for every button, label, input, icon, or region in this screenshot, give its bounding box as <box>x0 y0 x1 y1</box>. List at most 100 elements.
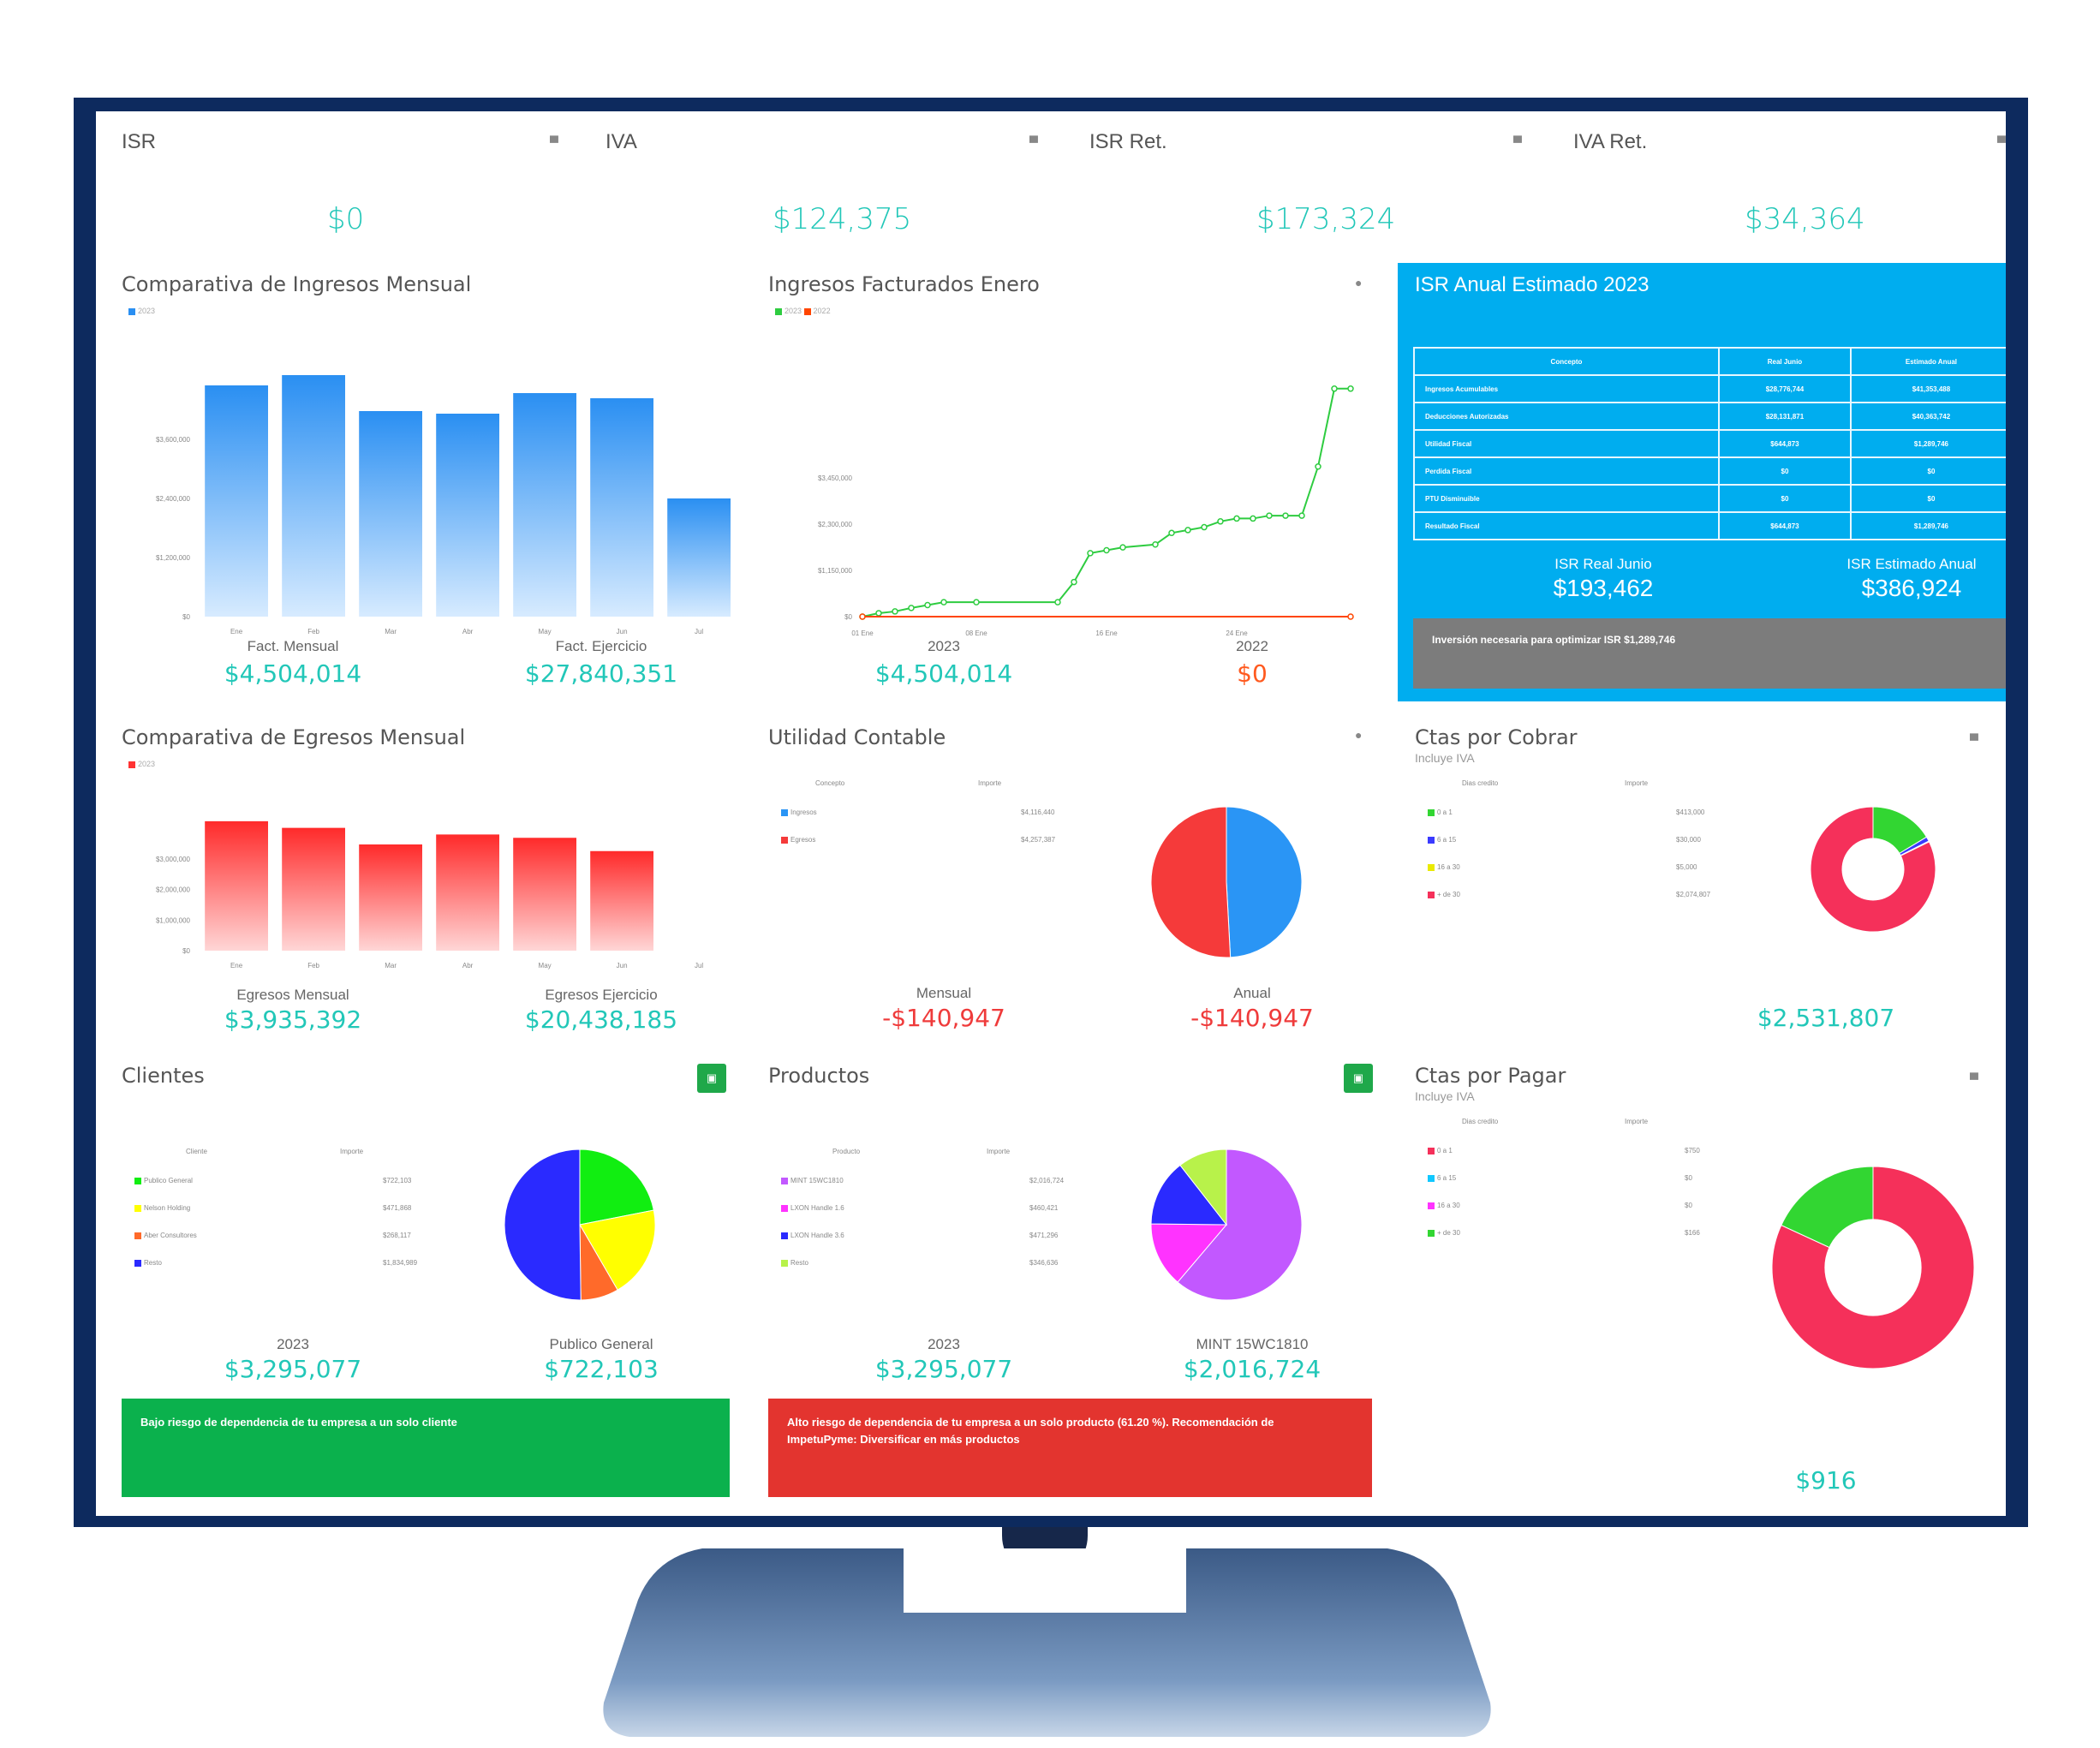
data-point <box>1315 463 1321 470</box>
data-point <box>1266 512 1273 519</box>
chart-icon[interactable]: ▀ <box>1997 135 2006 149</box>
table-row: Egresos <box>781 836 815 844</box>
table-row: 6 a 15 <box>1428 1174 1456 1182</box>
facturados-2022-value: $0 <box>1237 659 1268 688</box>
utilidad-anual-label: Anual <box>1233 985 1271 1001</box>
isr-anual-title: ISR Anual Estimado 2023 <box>1415 273 1650 296</box>
donut-hole <box>1841 838 1905 901</box>
menu-icon[interactable]: ● <box>1355 276 1363 289</box>
col-header: Importe <box>1625 779 1649 787</box>
productos-risk-alert: Alto riesgo de dependencia de tu empresa… <box>768 1399 1372 1497</box>
menu-icon[interactable]: ● <box>1355 728 1363 742</box>
row-value: $750 <box>1685 1147 1700 1154</box>
y-tick-label: $3,600,000 <box>156 436 191 444</box>
x-tick-label: 24 Ene <box>1226 629 1248 637</box>
chart-icon[interactable]: ▀ <box>1513 135 1522 149</box>
isr-col-header: Estimado Anual <box>1849 347 2006 376</box>
dashboard-screen: ISR ▀ $0 IVA ▀ $124,375 ISR Ret. ▀ $173,… <box>96 111 2006 1516</box>
row-value: $0 <box>1685 1174 1692 1182</box>
chart-icon[interactable]: ▀ <box>1970 733 1978 747</box>
utilidad-mensual-value: -$140,947 <box>882 1004 1005 1032</box>
row-label: Egresos <box>790 836 816 844</box>
x-tick-label: 16 Ene <box>1095 629 1118 637</box>
productos-title: Productos <box>768 1064 870 1088</box>
col-header: Importe <box>1625 1118 1649 1125</box>
table-row: Nelson Holding <box>134 1204 190 1212</box>
kpi-isr-value: $0 <box>327 202 365 236</box>
row-value: $471,868 <box>383 1204 412 1212</box>
facturados-legend[interactable]: 2023 2022 <box>775 307 831 315</box>
row-label: 6 a 15 <box>1437 836 1457 844</box>
isr-col-header: Concepto <box>1413 347 1720 376</box>
table-cell: Perdida Fiscal <box>1413 456 1720 486</box>
data-point <box>1119 544 1126 551</box>
table-cell: $28,131,871 <box>1718 402 1852 431</box>
data-point <box>973 599 980 606</box>
fact-mensual-value: $4,504,014 <box>224 659 362 688</box>
ctas-cobrar-title: Ctas por Cobrar <box>1415 725 1578 749</box>
row-label: Resto <box>790 1259 808 1267</box>
row-label: 6 a 15 <box>1437 1174 1457 1182</box>
table-cell: $40,363,742 <box>1849 402 2006 431</box>
y-tick-label: $3,000,000 <box>156 856 191 863</box>
data-point <box>1282 512 1289 519</box>
data-point <box>1233 515 1240 522</box>
bar-feb <box>282 375 345 617</box>
col-header: Cliente <box>186 1148 207 1155</box>
bar-may <box>513 838 576 951</box>
clientes-top-value: $722,103 <box>544 1355 659 1383</box>
pie-slice-lxon-handle-1-6 <box>1150 1223 1228 1283</box>
y-tick-label: $0 <box>182 947 190 955</box>
x-tick-label: 08 Ene <box>965 629 987 637</box>
productos-table: Producto Importe MINT 15WC1810 $2,016,72… <box>781 1148 1089 1268</box>
chart-icon[interactable]: ▀ <box>1970 1072 1978 1086</box>
table-row: MINT 15WC1810 <box>781 1177 844 1184</box>
chart-icon[interactable]: ▀ <box>1029 135 1038 149</box>
export-excel-button[interactable]: ▣ <box>1344 1064 1373 1093</box>
fact-mensual-label: Fact. Mensual <box>247 638 339 654</box>
x-tick-label: May <box>539 962 552 969</box>
kpi-isr-label: ISR <box>122 130 157 153</box>
x-tick-label: Mar <box>385 962 397 969</box>
data-point <box>1168 529 1175 537</box>
chart-icon[interactable]: ▀ <box>550 135 558 149</box>
x-tick-label: Jul <box>695 962 703 969</box>
col-header: Concepto <box>815 779 845 787</box>
table-row: + de 30 <box>1428 1229 1460 1237</box>
table-row: Ingresos Acumulables $28,776,744 $41,353,4… <box>1413 374 2006 403</box>
facturados-2023-value: $4,504,014 <box>874 659 1013 688</box>
row-label: LXON Handle 1.6 <box>790 1204 844 1212</box>
ctas-pagar-table: Dias credito Importe 0 a 1 $750 6 a 15 $… <box>1428 1118 1736 1238</box>
row-label: MINT 15WC1810 <box>790 1177 844 1184</box>
egresos-mensual-label: Egresos Mensual <box>236 987 349 1003</box>
table-cell: Ingresos Acumulables <box>1413 374 1720 403</box>
table-cell: $0 <box>1849 484 2006 513</box>
export-excel-button[interactable]: ▣ <box>697 1064 726 1093</box>
row-value: $268,117 <box>383 1232 411 1239</box>
row-label: Publico General <box>144 1177 193 1184</box>
data-point <box>1347 613 1354 620</box>
x-tick-label: Ene <box>230 962 243 969</box>
ctas-cobrar-subtitle: Incluye IVA <box>1415 751 1475 765</box>
table-row: + de 30 <box>1428 891 1460 898</box>
fact-ejercicio-value: $27,840,351 <box>524 659 678 688</box>
row-value: $2,016,724 <box>1029 1177 1065 1184</box>
ctas-pagar-donut <box>1771 1166 1975 1369</box>
y-tick-label: $1,150,000 <box>818 567 853 575</box>
table-cell: PTU Disminuible <box>1413 484 1720 513</box>
x-tick-label: 01 Ene <box>851 629 874 637</box>
pie-slice-lxon-handle-3-6 <box>1150 1164 1228 1226</box>
row-label: + de 30 <box>1437 1229 1460 1237</box>
kpi-isr-ret-label: ISR Ret. <box>1089 130 1167 153</box>
row-value: $4,116,440 <box>1021 808 1055 816</box>
table-row: 16 a 30 <box>1428 863 1460 871</box>
col-header: Importe <box>987 1148 1011 1155</box>
series-line-2023 <box>862 387 1351 617</box>
egresos-legend[interactable]: 2023 <box>128 760 155 768</box>
row-label: LXON Handle 3.6 <box>790 1232 844 1239</box>
table-row: Deducciones Autorizadas $28,131,871 $40,36… <box>1413 402 2006 431</box>
y-tick-label: $1,200,000 <box>156 554 191 562</box>
row-value: $460,421 <box>1029 1204 1059 1212</box>
ingresos-legend[interactable]: 2023 <box>128 307 155 315</box>
isr-real-label: ISR Real Junio <box>1554 556 1652 572</box>
